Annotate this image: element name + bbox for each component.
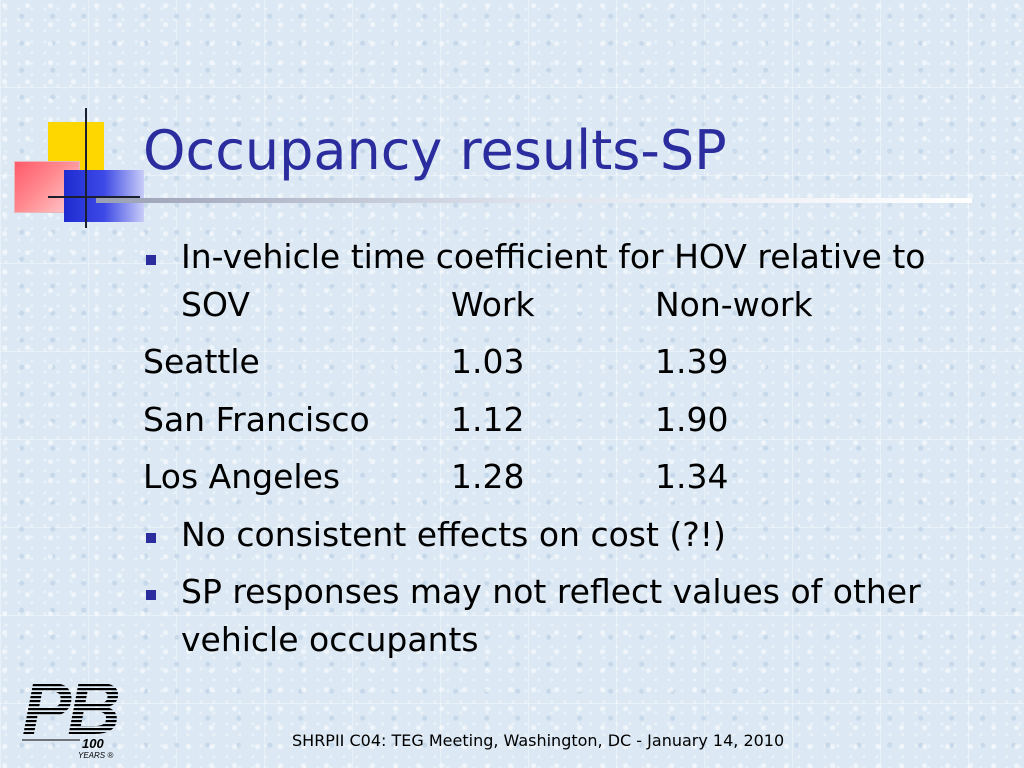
table-cell-city: Seattle	[143, 342, 260, 381]
table-cell-city: San Francisco	[143, 400, 370, 439]
table-header-nonwork: Non-work	[655, 285, 813, 324]
table-cell-work: 1.28	[451, 457, 525, 496]
table-cell-nonwork: 1.39	[655, 342, 729, 381]
table-cell-city: Los Angeles	[143, 457, 341, 496]
slide-title: Occupancy results-SP	[143, 119, 727, 182]
pb-logo-years-label: YEARS ®	[78, 751, 113, 760]
table-cell-nonwork: 1.34	[655, 457, 729, 496]
decor-horizontal-line	[48, 196, 140, 198]
decor-vertical-line	[85, 108, 87, 228]
table-cell-work: 1.12	[451, 400, 525, 439]
bullet-marker	[146, 255, 156, 265]
table-header-work: Work	[451, 285, 535, 324]
bullet-marker	[146, 590, 156, 600]
bullet-3-line-1: SP responses may not reflect values of o…	[181, 572, 921, 611]
bullet-1-line-1: In-vehicle time coefficient for HOV rela…	[181, 237, 926, 276]
bullet-marker	[146, 533, 156, 543]
bullet-item-2: No consistent effects on cost (?!)	[181, 515, 726, 554]
table-cell-nonwork: 1.90	[655, 400, 729, 439]
bullet-3-line-2: vehicle occupants	[181, 620, 479, 659]
slide-footer: SHRPII C04: TEG Meeting, Washington, DC …	[292, 731, 785, 750]
pb-logo-letters: PB	[22, 668, 118, 750]
pb-logo-years-number: 100	[82, 736, 104, 751]
table-cell-work: 1.03	[451, 342, 525, 381]
bullet-item-1: In-vehicle time coefficient for HOV rela…	[181, 237, 926, 321]
bullet-1-line-2: SOV	[181, 285, 250, 324]
pb-logo: PB 100 YEARS ®	[22, 668, 122, 760]
bullet-item-3: SP responses may not reflect values of o…	[181, 572, 921, 656]
title-underline	[96, 198, 972, 203]
